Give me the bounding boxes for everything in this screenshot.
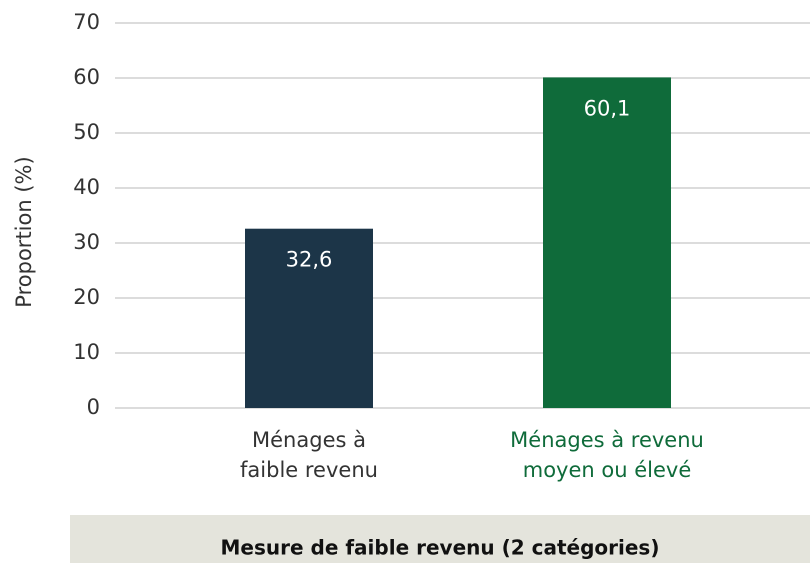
bar — [543, 77, 671, 408]
y-tick-label: 60 — [73, 65, 100, 89]
y-tick-label: 20 — [73, 285, 100, 309]
y-tick-label: 40 — [73, 175, 100, 199]
bar — [245, 228, 373, 408]
x-tick-label: Ménages à faible revenu — [240, 428, 378, 482]
data-label: 32,6 — [286, 248, 333, 272]
x-axis-title-band — [70, 515, 810, 563]
data-label: 60,1 — [584, 96, 631, 120]
x-tick-label: Ménages à revenu moyen ou élevé — [510, 428, 704, 482]
y-tick-label: 50 — [73, 120, 100, 144]
x-axis-title: Mesure de faible revenu (2 catégories) — [221, 536, 660, 560]
y-tick-label: 0 — [87, 395, 100, 419]
y-tick-label: 70 — [73, 10, 100, 34]
y-tick-label: 30 — [73, 230, 100, 254]
y-axis-title: Proportion (%) — [12, 156, 36, 307]
y-tick-label: 10 — [73, 340, 100, 364]
